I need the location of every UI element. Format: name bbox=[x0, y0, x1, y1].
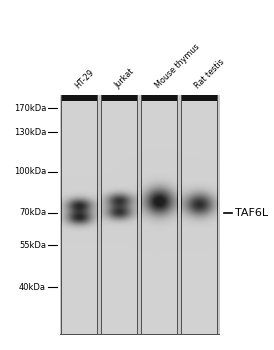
Text: Jurkat: Jurkat bbox=[113, 67, 136, 90]
Text: 100kDa: 100kDa bbox=[14, 167, 46, 176]
Text: 130kDa: 130kDa bbox=[14, 128, 46, 137]
Text: HT-29: HT-29 bbox=[73, 67, 96, 90]
Text: 170kDa: 170kDa bbox=[14, 104, 46, 113]
Text: 55kDa: 55kDa bbox=[19, 240, 46, 250]
Text: 70kDa: 70kDa bbox=[19, 208, 46, 217]
Text: TAF6L: TAF6L bbox=[235, 208, 268, 218]
Text: 40kDa: 40kDa bbox=[19, 282, 46, 292]
Text: Rat testis: Rat testis bbox=[193, 57, 226, 90]
Text: Mouse thymus: Mouse thymus bbox=[153, 42, 201, 90]
